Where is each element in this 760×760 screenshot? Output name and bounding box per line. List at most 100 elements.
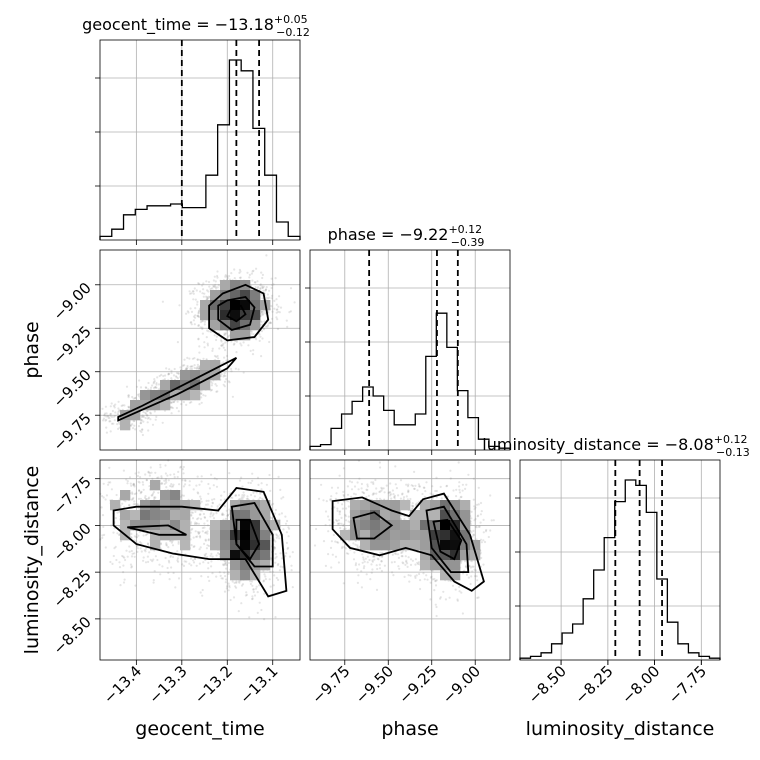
sample-point — [272, 584, 275, 587]
sample-point — [123, 556, 126, 559]
sample-point — [408, 580, 411, 583]
sample-point — [146, 414, 149, 417]
sample-point — [224, 581, 227, 584]
sample-point — [171, 555, 175, 559]
sample-point — [144, 411, 147, 414]
sample-point — [265, 483, 268, 486]
sample-point — [105, 412, 108, 415]
sample-point — [249, 349, 252, 352]
sample-point — [239, 270, 242, 273]
sample-point — [193, 522, 196, 526]
sample-point — [240, 584, 244, 587]
sample-point — [152, 386, 156, 389]
sample-point — [273, 546, 276, 549]
sample-point — [177, 577, 181, 580]
sample-point — [201, 326, 204, 329]
sample-point — [230, 272, 233, 275]
sample-point — [216, 286, 219, 289]
sample-point — [472, 498, 475, 501]
sample-point — [132, 427, 135, 430]
sample-point — [458, 481, 461, 484]
sample-point — [212, 285, 215, 288]
sample-point — [185, 367, 188, 370]
sample-point — [214, 283, 217, 286]
sample-point — [207, 575, 210, 579]
sample-point — [275, 536, 278, 539]
sample-point — [210, 560, 213, 563]
sample-point — [198, 483, 201, 486]
sample-point — [293, 301, 296, 304]
sample-point — [152, 491, 155, 494]
sample-point — [282, 528, 285, 531]
sample-point — [203, 346, 206, 349]
sample-point — [160, 475, 163, 478]
sample-point — [110, 402, 113, 405]
sample-point — [198, 315, 201, 319]
sample-point — [273, 546, 276, 549]
sample-point — [103, 414, 106, 417]
sample-point — [146, 414, 149, 417]
sample-point — [261, 297, 264, 300]
sample-point — [157, 491, 160, 494]
sample-point — [225, 509, 228, 512]
sample-point — [181, 563, 184, 566]
sample-point — [104, 498, 107, 501]
sample-point — [165, 544, 168, 547]
sample-point — [472, 565, 475, 568]
sample-point — [279, 552, 282, 555]
sample-point — [231, 395, 234, 398]
sample-point — [268, 340, 271, 344]
sample-point — [147, 388, 150, 391]
sample-point — [225, 578, 228, 581]
sample-point — [198, 548, 201, 551]
sample-point — [209, 287, 212, 291]
sample-point — [131, 423, 134, 426]
sample-point — [138, 481, 141, 484]
sample-point — [264, 578, 267, 581]
sample-point — [262, 310, 265, 313]
sample-point — [144, 534, 147, 537]
sample-point — [271, 294, 274, 297]
sample-point — [185, 312, 188, 315]
sample-point — [454, 588, 457, 591]
sample-point — [477, 525, 480, 529]
sample-point — [233, 581, 236, 585]
sample-point — [111, 409, 114, 413]
sample-point — [261, 294, 264, 297]
sample-point — [213, 275, 216, 278]
sample-point — [153, 378, 156, 381]
sample-point — [285, 319, 288, 322]
sample-point — [193, 357, 196, 360]
sample-point — [175, 371, 179, 375]
sample-point — [286, 519, 289, 523]
sample-point — [473, 505, 476, 508]
sample-point — [163, 378, 166, 381]
sample-point — [184, 479, 187, 482]
sample-point — [216, 354, 219, 358]
sample-point — [193, 323, 196, 326]
sample-point — [267, 322, 270, 325]
sample-point — [277, 310, 280, 313]
sample-point — [275, 533, 278, 536]
sample-point — [133, 424, 136, 427]
sample-point — [170, 371, 173, 375]
sample-point — [201, 284, 204, 287]
sample-point — [197, 532, 201, 535]
sample-point — [144, 550, 147, 553]
sample-point — [284, 522, 288, 525]
sample-point — [157, 476, 160, 479]
sample-point — [197, 492, 200, 495]
sample-point — [181, 479, 184, 482]
sample-point — [188, 357, 191, 360]
sample-point — [237, 368, 240, 371]
sample-point — [102, 525, 105, 529]
sample-point — [233, 342, 236, 345]
sample-point — [133, 485, 136, 488]
sample-point — [220, 344, 223, 347]
sample-point — [110, 488, 113, 491]
sample-point — [172, 401, 175, 404]
sample-point — [125, 478, 128, 481]
sample-point — [190, 564, 193, 567]
sample-point — [136, 547, 139, 550]
sample-point — [138, 379, 141, 382]
